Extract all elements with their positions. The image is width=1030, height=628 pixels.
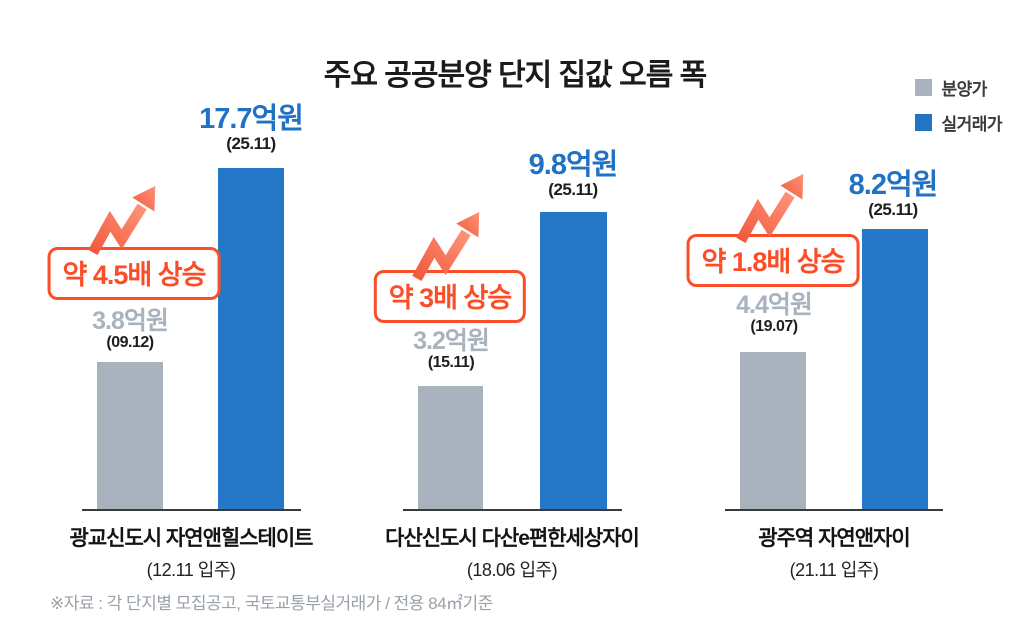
increase-badge: 약 3배 상승	[373, 270, 527, 323]
legend-swatch-gray	[915, 79, 933, 96]
rise-arrow-icon	[736, 174, 804, 244]
presale-price-label: 3.8억원 (09.12)	[92, 307, 169, 352]
bar-bunyangga	[418, 386, 483, 511]
presale-price-date: (09.12)	[106, 334, 154, 352]
increase-badge: 약 4.5배 상승	[47, 247, 221, 300]
complex-name: 광교신도시 자연앤힐스테이트	[69, 527, 314, 550]
page-title: 주요 공공분양 단지 집값 오름 폭	[323, 59, 707, 93]
sale-price-value: 8.2억원	[848, 169, 939, 201]
sale-price-value: 9.8억원	[528, 149, 619, 181]
axis-line	[82, 509, 301, 511]
bar-bunyangga	[97, 362, 163, 511]
axis-line	[403, 509, 622, 511]
complex-name: 광주역 자연앤자이	[758, 527, 910, 550]
sale-price-value: 17.7억원	[199, 103, 304, 135]
presale-price-label: 3.2억원 (15.11)	[413, 327, 490, 372]
sale-price-label: 9.8억원 (25.11)	[528, 149, 619, 200]
group-name-block: 광주역 자연앤자이 (21.11 입주)	[758, 522, 910, 582]
move-in-date: (18.06 입주)	[466, 560, 558, 580]
move-in-date: (12.11 입주)	[146, 560, 236, 580]
source-note: ※자료 : 각 단지별 모집공고, 국토교통부실거래가 / 전용 84㎡기준	[50, 594, 493, 613]
complex-name: 다산신도시 다산e편한세상자이	[385, 527, 640, 550]
bar-bunyangga	[740, 352, 806, 511]
legend-item-bunyangga: 분양가	[915, 75, 1002, 100]
bar-silgeoraega	[218, 168, 284, 511]
legend: 분양가 실거래가	[915, 75, 1002, 145]
sale-price-date: (25.11)	[548, 180, 598, 200]
presale-price-value: 3.8억원	[92, 307, 169, 335]
sale-price-date: (25.11)	[226, 134, 276, 154]
group-name-block: 다산신도시 다산e편한세상자이 (18.06 입주)	[385, 522, 640, 582]
group-name-block: 광교신도시 자연앤힐스테이트 (12.11 입주)	[69, 522, 314, 582]
legend-item-silgeoraega: 실거래가	[915, 110, 1002, 135]
sale-price-label: 8.2억원 (25.11)	[848, 169, 939, 220]
axis-line	[725, 509, 943, 511]
presale-price-label: 4.4억원 (19.07)	[736, 291, 813, 336]
bar-silgeoraega	[540, 212, 607, 511]
presale-price-value: 3.2억원	[413, 327, 490, 355]
legend-label: 실거래가	[941, 115, 1002, 134]
presale-price-date: (15.11)	[427, 354, 475, 372]
rise-arrow-icon	[88, 186, 156, 256]
legend-swatch-blue	[915, 114, 933, 131]
bar-silgeoraega	[862, 229, 928, 511]
sale-price-date: (25.11)	[868, 200, 918, 220]
increase-badge: 약 1.8배 상승	[686, 234, 860, 287]
move-in-date: (21.11 입주)	[789, 560, 879, 580]
legend-label: 분양가	[941, 80, 987, 99]
presale-price-date: (19.07)	[750, 318, 798, 336]
rise-arrow-icon	[412, 212, 480, 282]
presale-price-value: 4.4억원	[736, 291, 813, 319]
sale-price-label: 17.7억원 (25.11)	[199, 103, 304, 154]
